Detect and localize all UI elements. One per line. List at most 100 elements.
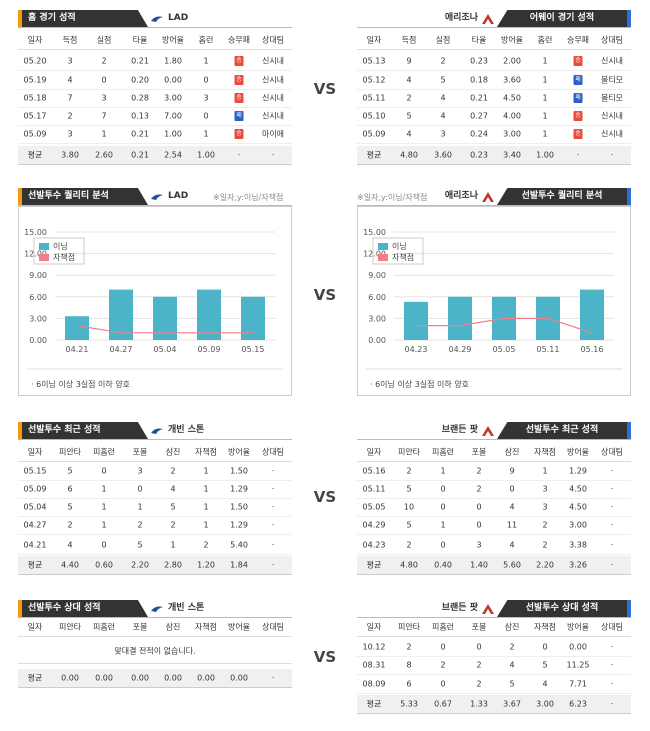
- table-cell: 08.09: [362, 679, 386, 689]
- table-cell: 2: [440, 56, 446, 66]
- table-cell: ·: [610, 560, 614, 570]
- table-cell: 2: [67, 520, 73, 530]
- row-line: [357, 143, 631, 144]
- x-tick-label: 04.29: [449, 345, 472, 354]
- table-cell: ·: [271, 520, 275, 530]
- column-header: 자책점: [194, 622, 218, 632]
- column-header: 홈런: [198, 35, 214, 45]
- table-cell: 05.11: [362, 484, 386, 494]
- table-cell: 4.50: [569, 484, 587, 494]
- table-cell: 2: [509, 642, 515, 652]
- table-cell: 1: [203, 466, 209, 476]
- table-cell: 3: [137, 466, 143, 476]
- table-cell: 04.23: [362, 540, 386, 550]
- table-cell: 6.23: [569, 699, 587, 709]
- row-line: [357, 49, 631, 50]
- table-cell: 신시내: [261, 93, 285, 103]
- chart: 0.00 3.00 6.00 9.00 12.00 15.00 04.23 04.29 05.0…: [363, 228, 622, 389]
- average-row-bg: [18, 556, 292, 575]
- table-cell: 1: [101, 129, 107, 139]
- table-cell: 2: [170, 466, 176, 476]
- y-tick-label: 3.00: [29, 314, 47, 323]
- table-cell: ·: [576, 150, 580, 160]
- x-tick-label: 05.11: [537, 345, 560, 354]
- chart: 0.00 3.00 6.00 9.00 12.00 15.00 04.21 04.27 05.0…: [24, 228, 283, 389]
- column-header: 상대팀: [261, 622, 285, 632]
- table-cell: 0: [476, 520, 482, 530]
- table-cell: 5.40: [230, 540, 248, 550]
- column-header: 일자: [366, 35, 382, 45]
- table-cell: 0: [440, 642, 446, 652]
- table-cell: 3.00: [536, 699, 554, 709]
- table-cell: 05.09: [362, 129, 386, 139]
- table-cell: 4: [440, 93, 446, 103]
- table-cell: 신시내: [261, 56, 285, 66]
- result-icon: 승: [234, 129, 244, 139]
- table-cell: 5: [406, 111, 412, 121]
- logo-shape: [482, 192, 494, 202]
- column-header: 실점: [96, 35, 112, 45]
- logo-shape: [151, 16, 163, 22]
- table-cell: 05.17: [23, 111, 47, 121]
- column-header: 득점: [62, 35, 78, 45]
- table-cell: ·: [610, 699, 614, 709]
- column-header: 피안타: [397, 622, 421, 632]
- header-accent: [627, 600, 631, 617]
- table-cell: 3: [476, 540, 482, 550]
- row-line: [18, 107, 292, 108]
- column-header: 일자: [366, 622, 382, 632]
- column-header: 방어율: [161, 35, 185, 45]
- table-cell: 2: [440, 660, 446, 670]
- row-line: [357, 516, 631, 517]
- table-cell: 1: [542, 111, 548, 121]
- header-underline: [18, 27, 292, 28]
- row-line: [18, 461, 292, 462]
- vs-label: VS: [313, 286, 337, 304]
- team-name: 애리조나: [444, 13, 478, 23]
- table-cell: ·: [610, 660, 614, 670]
- row-line: [357, 693, 631, 694]
- table-cell: 9: [406, 56, 412, 66]
- column-header: 피홈런: [92, 447, 116, 457]
- table-cell: 2.54: [164, 150, 182, 160]
- x-tick-label: 05.09: [198, 345, 221, 354]
- table-cell: 0.18: [470, 75, 488, 85]
- column-header: 일자: [366, 447, 382, 457]
- table-cell: 2.20: [536, 560, 554, 570]
- table-cell: 1: [542, 466, 548, 476]
- table-cell: ·: [271, 560, 275, 570]
- header-accent: [627, 10, 631, 27]
- table-cell: 05.13: [362, 56, 386, 66]
- table-cell: 0: [542, 642, 548, 652]
- row-line: [18, 49, 292, 50]
- row-line: [357, 107, 631, 108]
- table-cell: 5: [406, 520, 412, 530]
- vs-label: VS: [313, 648, 337, 666]
- legend-label: 이닝: [392, 241, 407, 251]
- table-cell: 2.60: [95, 150, 113, 160]
- logo-shape: [151, 428, 163, 434]
- panel-header: 선발투수 퀄리티 분석: [22, 188, 148, 205]
- table-cell: 2: [137, 520, 143, 530]
- table-cell: ·: [610, 150, 614, 160]
- table-cell: 3: [67, 129, 73, 139]
- row-line: [18, 498, 292, 499]
- panel-header: 선발투수 최근 성적: [22, 422, 148, 439]
- empty-message: 맞대결 전적이 없습니다.: [114, 646, 196, 656]
- table-cell: 1: [440, 520, 446, 530]
- table-cell: 3.00: [569, 520, 587, 530]
- table-cell: 08.31: [362, 660, 386, 670]
- y-tick-label: 6.00: [368, 293, 386, 302]
- column-header: 상대팀: [600, 622, 624, 632]
- table-cell: 0.00: [95, 673, 113, 683]
- y-tick-label: 12.00: [24, 250, 47, 259]
- table-cell: 2: [406, 540, 412, 550]
- average-row-bg: [357, 695, 631, 714]
- column-header: 타율: [132, 35, 148, 45]
- table-cell: 1: [542, 93, 548, 103]
- table-cell: 05.20: [23, 56, 47, 66]
- legend-swatch: [39, 243, 49, 250]
- y-tick-label: 15.00: [24, 228, 47, 237]
- table-cell: 1: [203, 502, 209, 512]
- column-header: 상대팀: [600, 447, 624, 457]
